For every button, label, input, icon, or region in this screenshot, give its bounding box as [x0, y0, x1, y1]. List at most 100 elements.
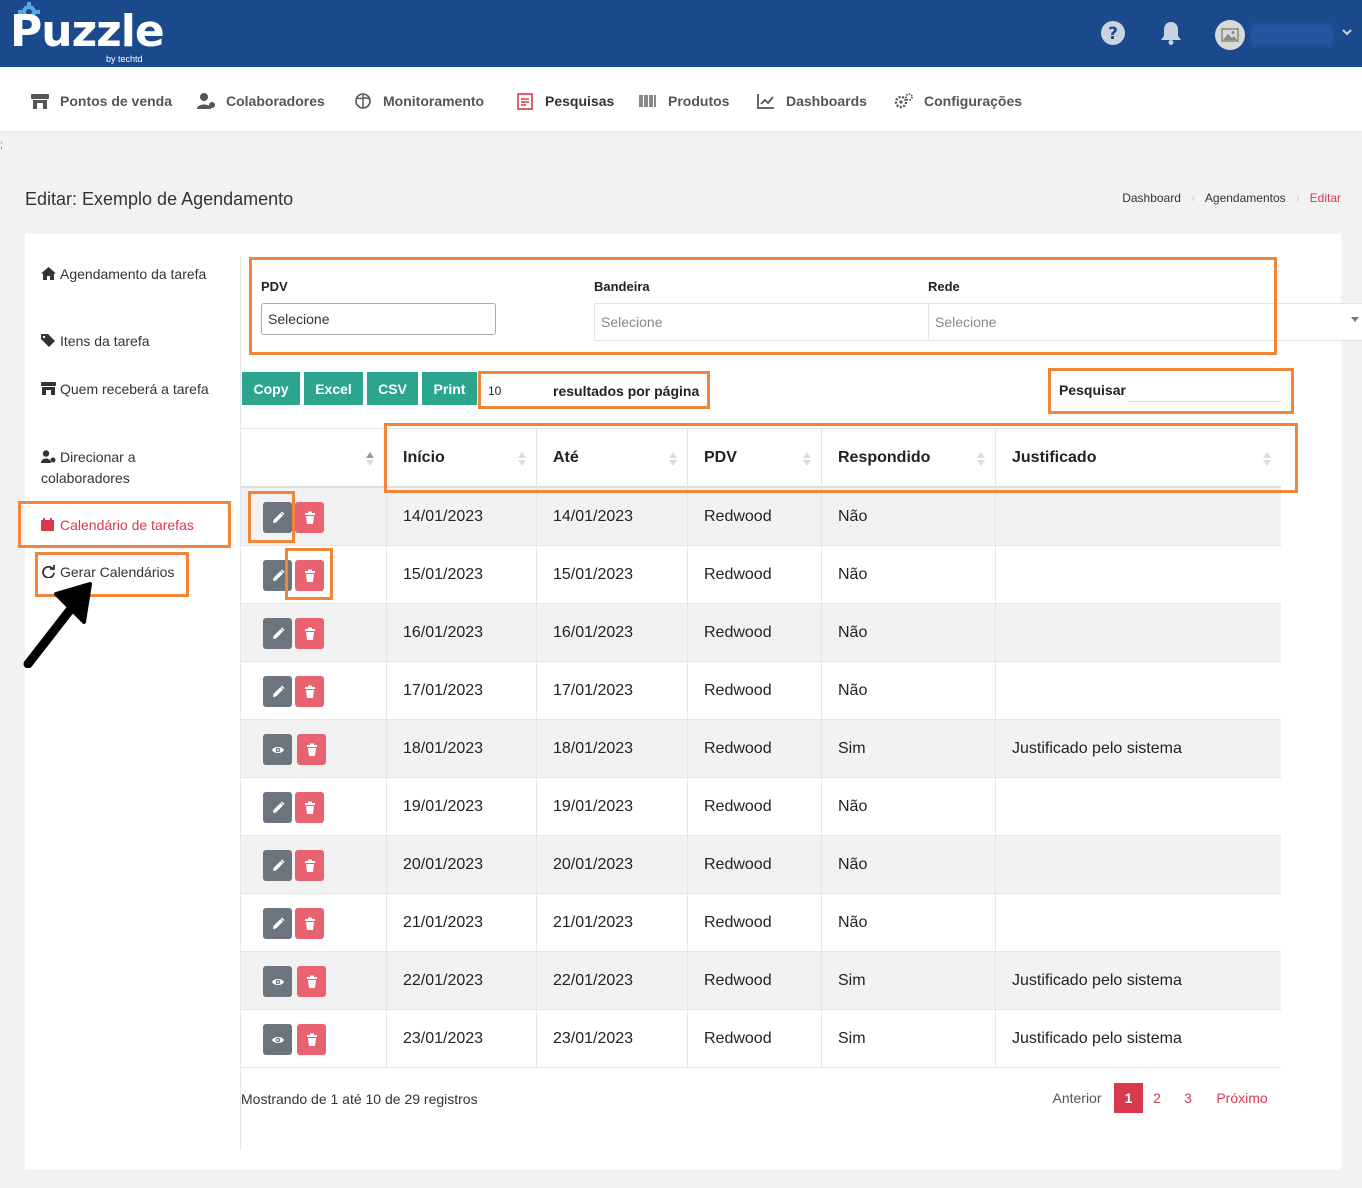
caret-down-icon[interactable] — [1350, 316, 1360, 324]
print-button[interactable]: Print — [422, 372, 478, 405]
bell-icon[interactable] — [1158, 20, 1184, 46]
th-justificado[interactable]: Justificado — [995, 429, 1281, 487]
td-respondido: Sim — [821, 1010, 995, 1067]
td-pdv: Redwood — [687, 836, 821, 893]
delete-button[interactable] — [297, 734, 326, 765]
delete-button[interactable] — [295, 908, 324, 939]
td-inicio: 19/01/2023 — [386, 778, 536, 835]
sidebar-item-gerar-calendarios[interactable]: Gerar Calendários — [41, 562, 221, 583]
page-length-select[interactable]: 10 — [488, 383, 502, 398]
chart-icon — [757, 94, 774, 109]
trash-icon — [304, 569, 315, 582]
edit-button[interactable] — [263, 908, 292, 939]
pagination-page-1[interactable]: 1 — [1114, 1083, 1143, 1113]
th-ate[interactable]: Até — [536, 429, 687, 487]
edit-button[interactable] — [263, 676, 292, 707]
pdv-select[interactable]: Selecione — [261, 303, 496, 335]
td-inicio: 15/01/2023 — [386, 546, 536, 603]
td-respondido: Não — [821, 778, 995, 835]
th-inicio[interactable]: Início — [386, 429, 536, 487]
search-input[interactable] — [1127, 378, 1280, 402]
trash-icon — [304, 685, 315, 698]
delete-button[interactable] — [295, 676, 324, 707]
view-button[interactable] — [263, 734, 292, 765]
bandeira-select[interactable]: Selecione — [594, 303, 928, 341]
edit-button[interactable] — [263, 560, 292, 591]
td-pdv: Redwood — [687, 778, 821, 835]
breadcrumb-dashboard[interactable]: Dashboard — [1122, 191, 1181, 205]
table-row: 19/01/2023 19/01/2023 Redwood Não — [241, 778, 1281, 836]
td-actions — [241, 604, 386, 661]
pencil-icon — [272, 568, 285, 581]
sidebar-item-quem-recebera[interactable]: Quem receberá a tarefa — [41, 379, 221, 400]
nav-colaboradores[interactable]: Colaboradores — [196, 91, 325, 111]
pdv-select-value: Selecione — [268, 311, 330, 327]
nav-configuracoes[interactable]: Configurações — [894, 91, 1022, 111]
delete-button[interactable] — [297, 966, 326, 997]
trash-icon — [306, 1033, 317, 1046]
nav-monitoramento[interactable]: Monitoramento — [353, 91, 484, 111]
edit-button[interactable] — [263, 502, 292, 533]
delete-button[interactable] — [295, 792, 324, 823]
td-actions — [241, 836, 386, 893]
avatar[interactable] — [1215, 20, 1245, 50]
delete-button[interactable] — [295, 560, 324, 591]
view-button[interactable] — [263, 966, 292, 997]
rede-label: Rede — [928, 279, 960, 294]
eye-icon — [271, 978, 284, 985]
nav-pesquisas[interactable]: Pesquisas — [515, 91, 614, 111]
edit-button[interactable] — [263, 618, 292, 649]
pencil-icon — [272, 858, 285, 871]
view-button[interactable] — [263, 1024, 292, 1055]
td-respondido: Não — [821, 546, 995, 603]
excel-button[interactable]: Excel — [304, 372, 364, 405]
nav-pontos-de-venda[interactable]: Pontos de venda — [30, 91, 172, 111]
sidebar-item-agendamento[interactable]: Agendamento da tarefa — [41, 264, 221, 285]
pagination-prev[interactable]: Anterior — [1052, 1090, 1102, 1106]
store-icon — [41, 382, 56, 395]
td-pdv: Redwood — [687, 488, 821, 545]
sort-icon — [803, 452, 811, 466]
trash-icon — [306, 743, 317, 756]
td-inicio: 14/01/2023 — [386, 488, 536, 545]
td-justificado: Justificado pelo sistema — [995, 1010, 1281, 1067]
pencil-icon — [272, 626, 285, 639]
td-ate: 17/01/2023 — [536, 662, 687, 719]
edit-button[interactable] — [263, 792, 292, 823]
image-placeholder-icon — [1221, 28, 1239, 42]
breadcrumb-agendamentos[interactable]: Agendamentos — [1204, 191, 1286, 205]
logo[interactable]: Puzzle — [10, 6, 165, 57]
help-icon[interactable]: ? — [1100, 20, 1126, 46]
table-row: 15/01/2023 15/01/2023 Redwood Não — [241, 546, 1281, 604]
pagination-page-2[interactable]: 2 — [1153, 1090, 1161, 1106]
globe-icon — [355, 93, 371, 109]
table-row: 14/01/2023 14/01/2023 Redwood Não — [241, 488, 1281, 546]
sidebar-item-calendario[interactable]: Calendário de tarefas — [41, 515, 221, 536]
pencil-icon — [272, 800, 285, 813]
nav-dashboards[interactable]: Dashboards — [756, 91, 867, 111]
delete-button[interactable] — [295, 502, 324, 533]
th-pdv[interactable]: PDV — [687, 429, 821, 487]
td-actions — [241, 952, 386, 1009]
delete-button[interactable] — [295, 618, 324, 649]
csv-button[interactable]: CSV — [367, 372, 419, 405]
td-inicio: 23/01/2023 — [386, 1010, 536, 1067]
sidebar-item-direcionar[interactable]: Direcionar a colaboradores — [41, 449, 136, 486]
th-respondido[interactable]: Respondido — [821, 429, 995, 487]
td-respondido: Não — [821, 662, 995, 719]
delete-button[interactable] — [295, 850, 324, 881]
pagination-next[interactable]: Próximo — [1216, 1090, 1268, 1106]
delete-button[interactable] — [297, 1024, 326, 1055]
sidebar-item-itens[interactable]: Itens da tarefa — [41, 331, 221, 352]
nav-produtos[interactable]: Produtos — [638, 91, 729, 111]
rede-select[interactable]: Selecione — [928, 303, 1362, 341]
td-pdv: Redwood — [687, 952, 821, 1009]
th-actions[interactable] — [241, 429, 386, 487]
copy-button[interactable]: Copy — [242, 372, 301, 405]
pagination-page-3[interactable]: 3 — [1184, 1090, 1192, 1106]
breadcrumb-editar: Editar — [1309, 191, 1341, 205]
chevron-down-icon[interactable] — [1340, 25, 1354, 39]
username-redacted[interactable] — [1250, 24, 1334, 46]
edit-button[interactable] — [263, 850, 292, 881]
sort-icon — [669, 452, 677, 466]
